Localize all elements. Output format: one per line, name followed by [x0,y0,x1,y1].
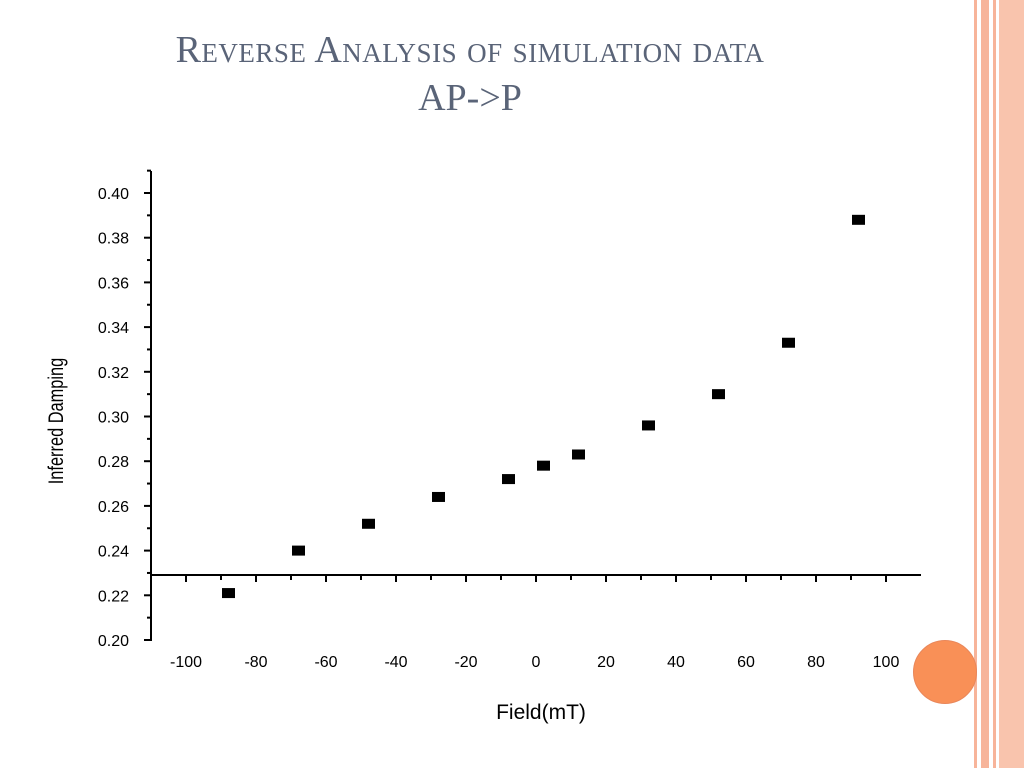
data-point [572,449,585,460]
decorative-stripes [974,0,1024,768]
slide-title-line2: AP->P [418,77,522,119]
x-ticks: -100 -80 -60 -40 -20 0 20 40 60 80 100 [170,575,899,671]
y-tick-label: 0.36 [98,275,129,292]
y-tick-label: 0.28 [98,454,129,471]
y-tick-label: 0.40 [98,186,129,203]
x-tick-label: 60 [737,654,755,671]
x-tick-label: 0 [532,654,541,671]
slide-title: Reverse Analysis of simulation data [0,28,940,72]
x-axis-label: Field(mT) [496,701,586,724]
x-tick-label: 20 [597,654,615,671]
y-axis-label: Inferred Damping [44,358,67,485]
y-tick-label: 0.34 [98,320,129,337]
y-tick-label: 0.38 [98,231,129,248]
chart-axes [150,171,921,641]
x-tick-label: -20 [454,654,477,671]
y-tick-label: 0.32 [98,365,129,382]
data-point [432,491,445,502]
slide-title-line1: Reverse Analysis of simulation data [175,29,765,71]
x-tick-label: -60 [314,654,337,671]
data-point [782,337,795,348]
y-tick-label: 0.26 [98,499,129,516]
y-ticks: 0.20 0.22 0.24 0.26 0.28 0.30 0.32 0.34 0.36 0.38… [98,169,151,650]
x-tick-label: -40 [384,654,407,671]
y-tick-label: 0.24 [98,544,129,561]
y-tick-label: 0.22 [98,588,129,605]
data-point [642,420,655,431]
y-tick-label: 0.30 [98,410,129,427]
slide-subtitle: AP->P [0,76,940,120]
data-point [852,214,865,225]
y-tick-label: 0.20 [98,633,129,650]
data-point [222,588,235,599]
x-tick-label: -100 [170,654,202,671]
data-point [537,460,550,471]
data-point [502,474,515,485]
scatter-chart: 0.20 0.22 0.24 0.26 0.28 0.30 0.32 0.34 0.36 0.38… [44,169,921,724]
x-tick-label: 100 [873,654,900,671]
data-point [362,518,375,529]
data-points [222,214,865,599]
decorative-circle [913,640,977,704]
x-tick-label: 80 [807,654,825,671]
data-point [712,389,725,400]
x-tick-label: -80 [244,654,267,671]
x-tick-label: 40 [667,654,685,671]
data-point [292,545,305,556]
